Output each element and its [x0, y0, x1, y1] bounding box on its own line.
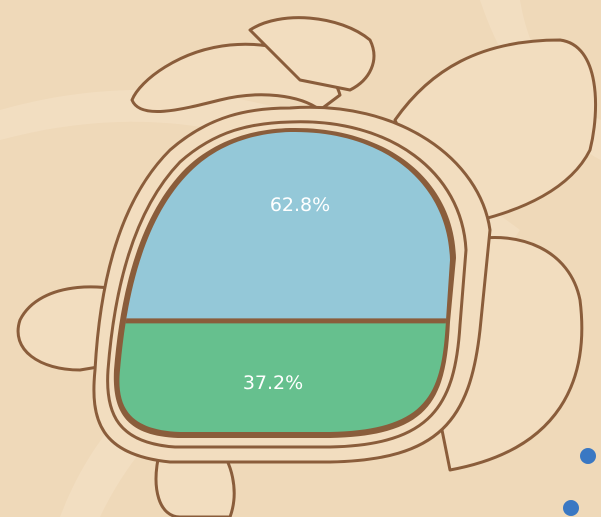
chart: 62.8% 37.2%	[0, 0, 601, 517]
value-label: 37.2%	[243, 372, 303, 394]
value-label: 62.8%	[270, 194, 330, 216]
